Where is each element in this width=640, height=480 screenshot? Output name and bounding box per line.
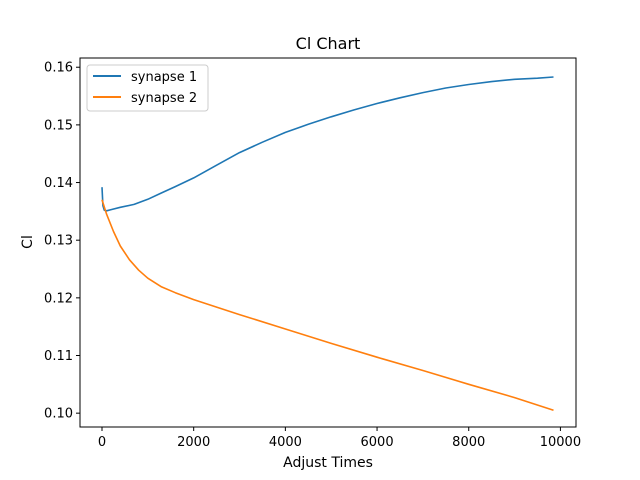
y-tick-label: 0.10 [44, 407, 73, 422]
x-tick-label: 8000 [452, 435, 485, 450]
series-layer [101, 76, 554, 412]
series-line-synapse-1 [101, 76, 554, 212]
y-tick-label: 0.16 [44, 61, 73, 76]
x-tick-label: 10000 [540, 435, 581, 450]
legend-label-synapse-1: synapse 1 [131, 70, 197, 85]
series-line-synapse-2 [101, 199, 554, 412]
y-axis: 0.10 0.11 0.12 0.13 0.14 0.15 0.16 [44, 61, 80, 422]
x-tick-label: 6000 [361, 435, 394, 450]
x-tick-label: 2000 [177, 435, 210, 450]
y-tick-label: 0.13 [44, 234, 73, 249]
y-axis-label: Cl [20, 235, 36, 249]
y-tick-label: 0.12 [44, 291, 73, 306]
y-tick-label: 0.15 [44, 118, 73, 133]
chart-title: Cl Chart [296, 34, 361, 53]
plot-frame [79, 57, 577, 428]
legend-label-synapse-2: synapse 2 [131, 91, 197, 106]
x-tick-label: 4000 [269, 435, 302, 450]
legend: synapse 1 synapse 2 [86, 64, 209, 112]
x-tick-label: 0 [98, 435, 106, 450]
x-axis-label: Adjust Times [283, 455, 373, 471]
y-tick-label: 0.14 [44, 176, 73, 191]
x-axis: 0 2000 4000 6000 8000 10000 [98, 427, 581, 450]
y-tick-label: 0.11 [44, 349, 73, 364]
